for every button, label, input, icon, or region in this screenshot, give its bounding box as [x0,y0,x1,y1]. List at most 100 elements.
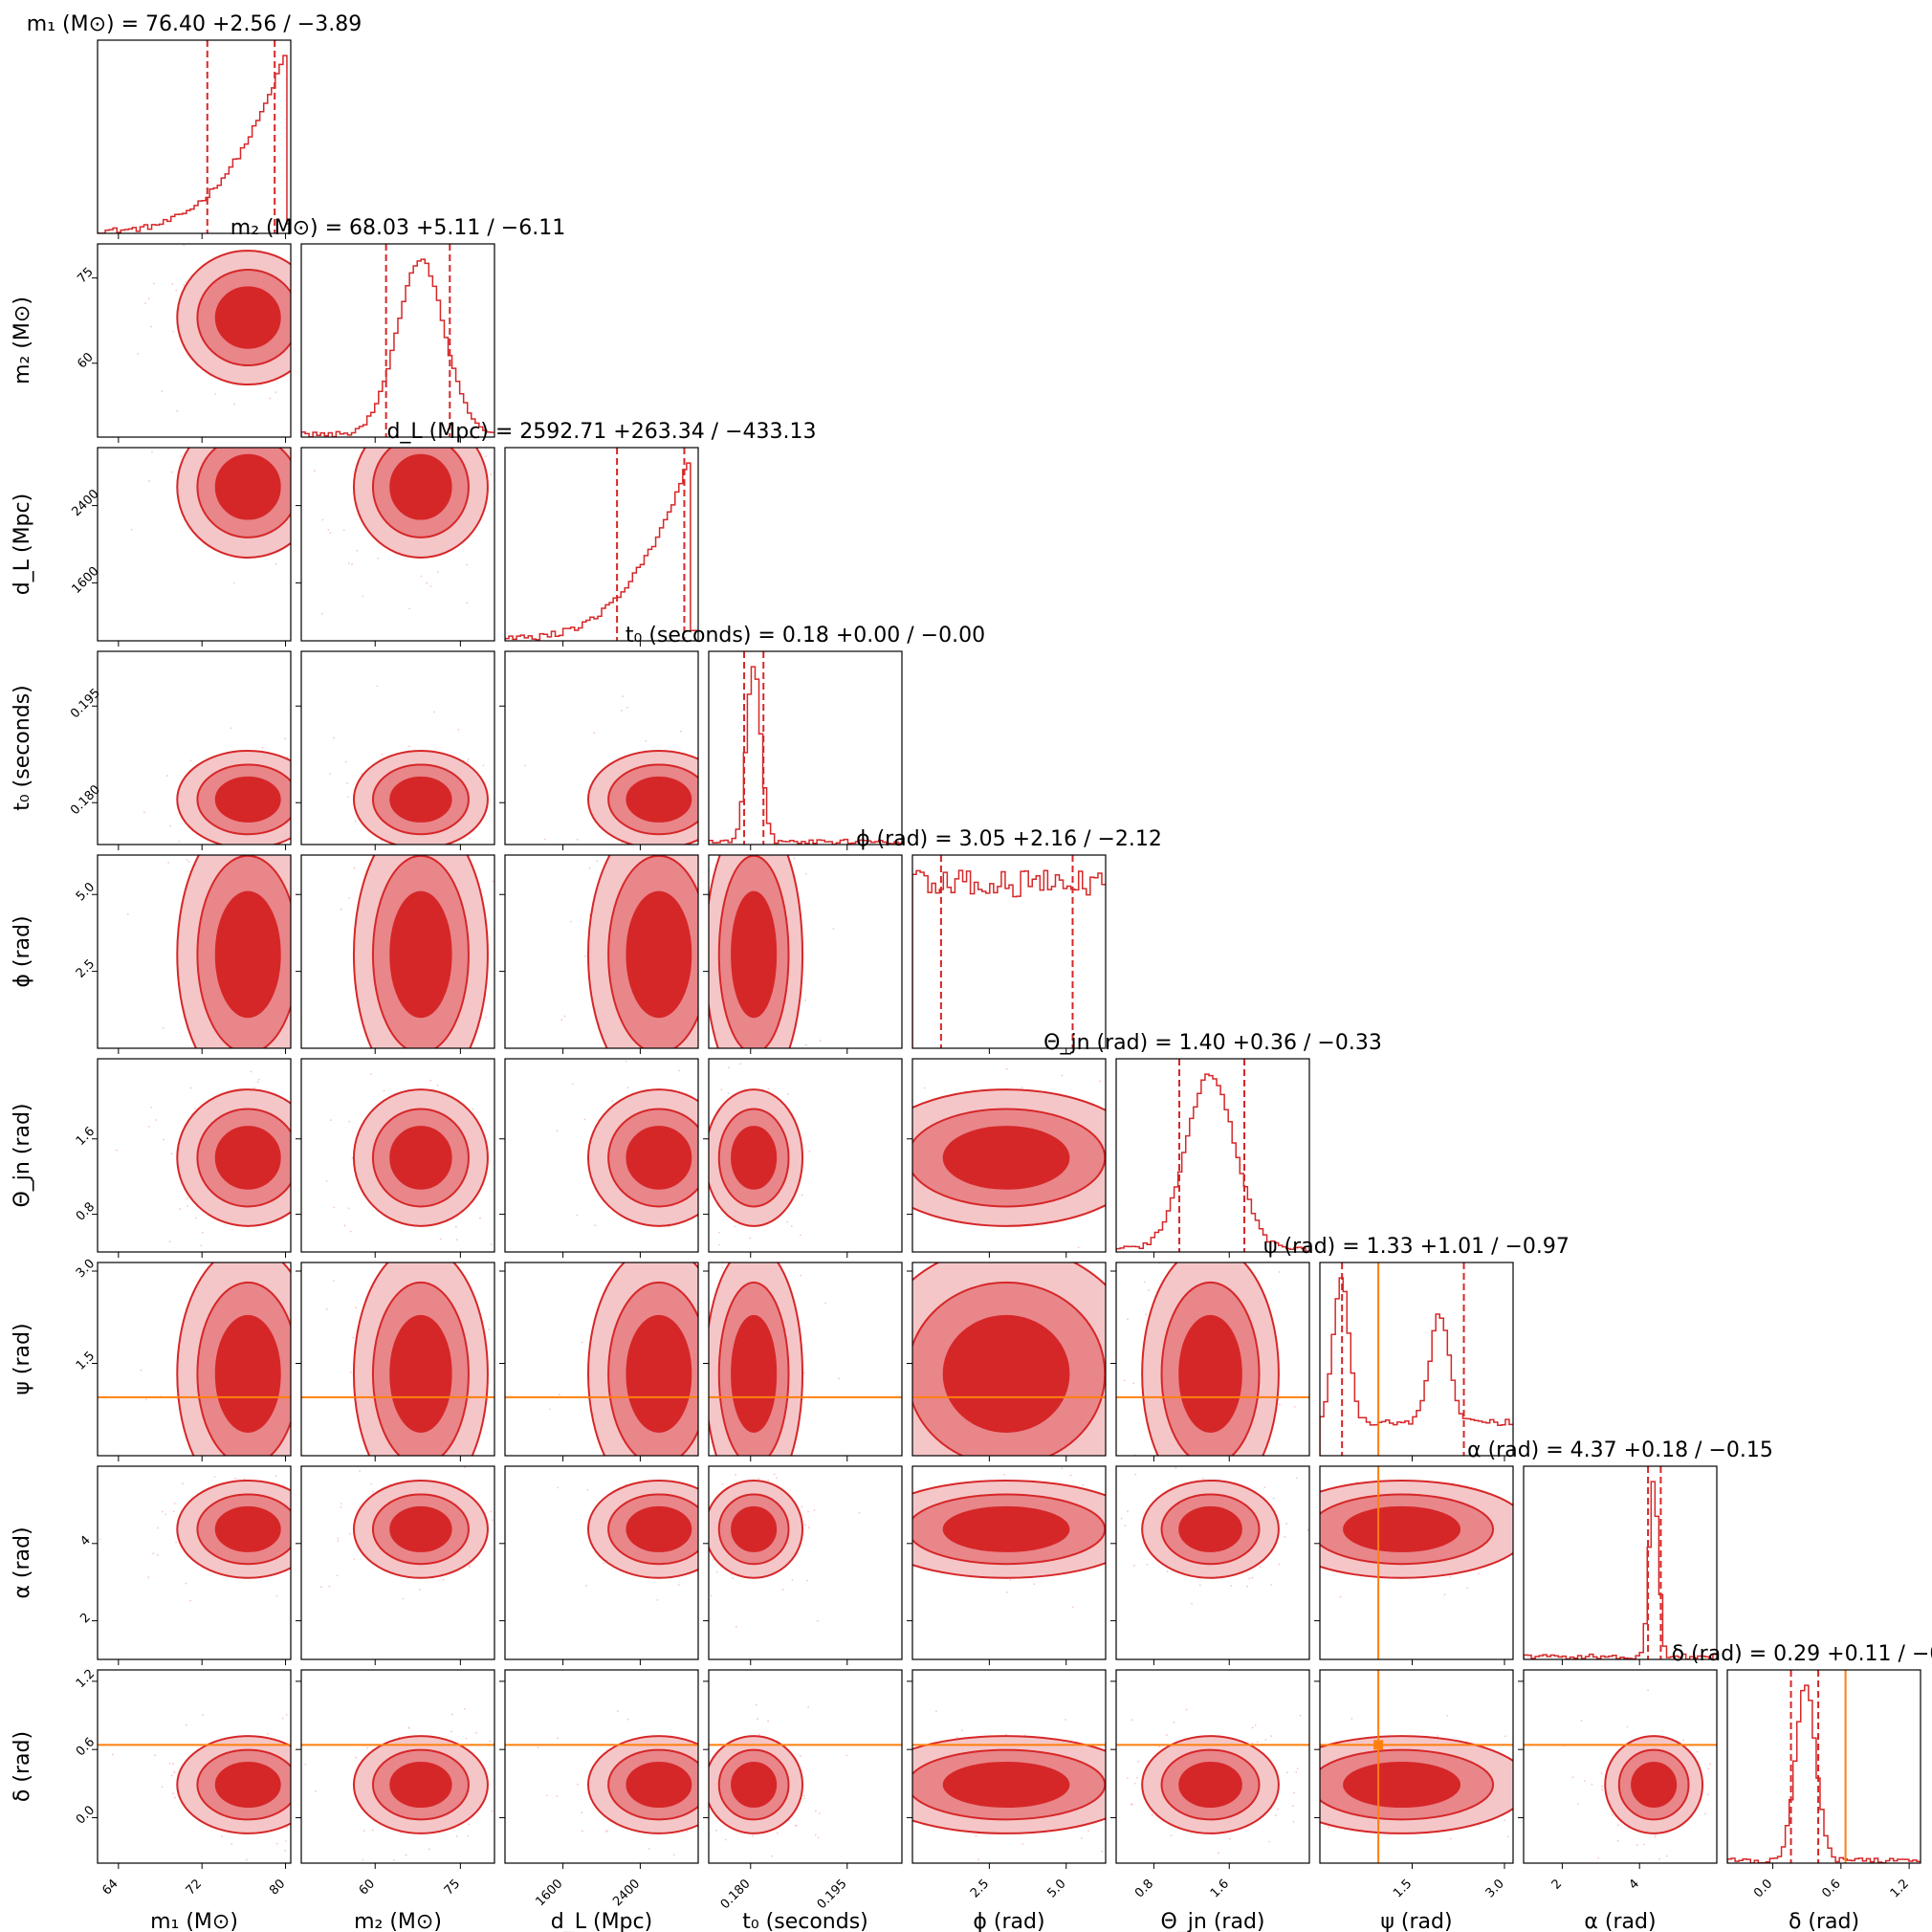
sample-point [759,1463,761,1465]
sample-point [693,1221,695,1223]
sample-point [1268,1750,1270,1752]
sample-point [337,1537,340,1540]
sample-point [604,1054,606,1056]
sample-point [221,1835,224,1838]
sample-point [1571,1776,1574,1779]
sample-point [588,867,591,869]
sample-point [840,1367,842,1369]
panel-delta-delta: δ (rad) = 0.29 +0.11 / −0.13 0.0 0.6 1.2 [1672,1642,1932,1900]
sample-point [572,1210,574,1212]
sample-point [370,1482,373,1485]
y-tick-label-theta: 0.8 [74,1199,98,1223]
sample-point [724,1850,726,1852]
contour-3 [389,1761,452,1809]
panel-alpha-phi [899,1465,1133,1665]
panel-frame [97,447,292,642]
sample-point [700,1375,702,1377]
sample-point [904,1834,906,1836]
contour-3 [942,1505,1070,1552]
sample-point [560,1019,563,1021]
sample-point [1128,1146,1130,1148]
sample-point [703,1097,705,1099]
sample-point [583,1118,586,1121]
sample-point [267,1229,269,1231]
sample-point [333,1206,336,1209]
sample-point [383,1089,385,1092]
histogram-m2 [301,258,494,437]
injection-marker [1373,1740,1384,1750]
sample-point [192,428,194,430]
sample-point [796,1824,798,1827]
sample-point [1190,1105,1192,1107]
sample-point [966,1471,968,1473]
sample-point [596,862,598,864]
contour-3 [731,1126,778,1190]
sample-point [1121,1362,1123,1364]
sample-point [154,1754,157,1757]
sample-point [1185,1708,1188,1711]
histogram-t0 [709,666,902,845]
sample-point [1616,1824,1619,1827]
sample-point [807,1705,810,1708]
sample-point [337,1540,340,1543]
sample-point [751,1462,753,1464]
sample-point [257,1078,260,1081]
sample-point [1021,1050,1022,1052]
sample-point [800,1755,801,1758]
sample-point [126,912,129,915]
panel-theta-phi [907,1050,1192,1258]
panel-frame [97,243,292,438]
sample-point [1139,1809,1141,1811]
sample-point [312,274,314,276]
sample-point [802,1794,805,1797]
panel-dL-dL: d_L (Mpc) = 2592.71 +263.34 / −433.13 [386,420,817,647]
sample-point [329,1819,331,1821]
x-tick-label-phi: 2.5 [968,1877,992,1900]
sample-point [311,357,313,359]
sample-point [923,1087,926,1089]
sample-point [450,1730,453,1733]
sample-point [349,913,351,915]
sample-point [756,835,757,837]
panel-frame [1523,1465,1718,1660]
sample-point [311,1404,313,1406]
sample-point [77,819,78,821]
sample-point [355,434,357,436]
sample-point [1336,1228,1338,1230]
sample-point [252,1087,255,1089]
sample-point [1158,1745,1161,1748]
sample-point [331,1776,333,1778]
sample-point [718,1243,721,1246]
sample-point [167,862,170,864]
sample-point [559,1394,560,1395]
sample-point [859,1777,861,1779]
sample-point [899,1550,901,1552]
sample-point [285,1826,288,1829]
sample-point [362,1858,364,1861]
sample-point [755,1703,757,1706]
sample-point [767,1720,769,1723]
sample-point [183,284,186,286]
y-axis-label-theta: Θ_jn (rad) [11,1103,34,1207]
sample-point [1517,1584,1519,1586]
sample-point [147,1126,150,1128]
panel-frame [1115,1465,1310,1660]
sample-point [293,1734,295,1736]
sample-point [323,1045,325,1047]
sample-point [454,1225,457,1228]
sample-point [490,473,493,475]
sample-point [704,1118,706,1120]
sample-point [1134,1167,1136,1169]
sample-point [801,1249,802,1251]
sample-point [315,410,317,412]
sample-point [1138,1261,1140,1262]
sample-point [817,1836,820,1839]
sample-point [1131,1536,1133,1538]
sample-point [1296,1846,1298,1848]
sample-point [175,1541,178,1544]
sample-point [393,1858,395,1861]
sample-point [189,1599,191,1602]
sample-point [439,1081,441,1083]
sample-point [702,1175,704,1177]
sample-point [1130,1131,1131,1133]
